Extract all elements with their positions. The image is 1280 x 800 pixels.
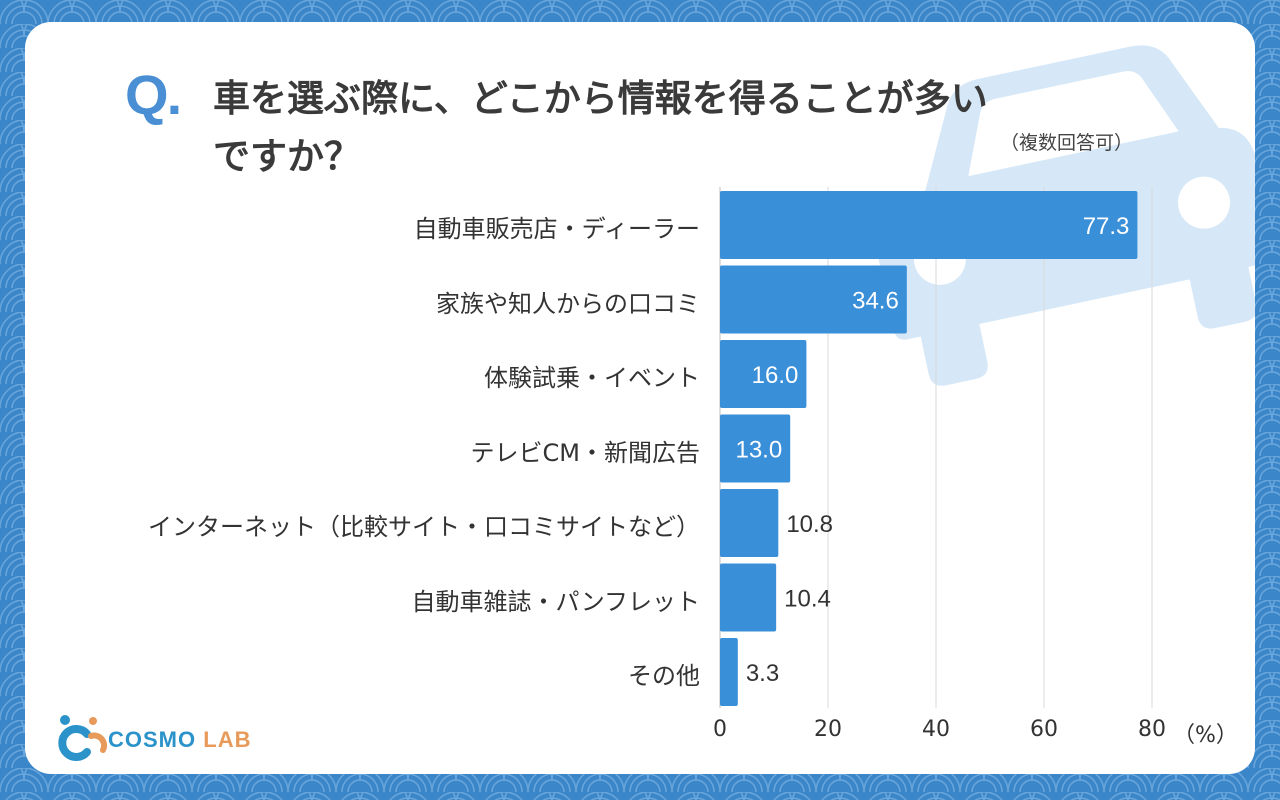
chart-card: Q. 車を選ぶ際に、どこから情報を得ることが多い ですか？ （複数回答可） 77… xyxy=(25,22,1255,774)
x-tick-label-80: 80 xyxy=(1138,717,1166,742)
question-line-1: 車を選ぶ際に、どこから情報を得ることが多い xyxy=(213,77,988,120)
category-label-5: 自動車雑誌・パンフレット xyxy=(411,587,700,616)
bar-chart: 77.3 34.6 16.0 13.0 10.8 10.4 3.3 自動車販売店・ディーラー… xyxy=(25,22,1255,774)
bar-value-label-4: 10.8 xyxy=(786,511,833,538)
bar-1 xyxy=(720,265,907,334)
category-label-6: その他 xyxy=(628,662,700,690)
x-tick-label-60: 60 xyxy=(1030,717,1058,742)
bar-value-label-5: 10.4 xyxy=(784,586,831,613)
bar-value-label-6: 3.3 xyxy=(746,660,779,687)
bar-value-label-0: 77.3 xyxy=(1083,213,1130,240)
bar-4 xyxy=(720,489,779,557)
question-mark-label: Q. xyxy=(125,63,182,126)
logo-wordmark: COSMO LAB xyxy=(108,727,252,752)
category-label-3: テレビCM・新聞広告 xyxy=(470,438,700,467)
category-label-0: 自動車販売店・ディーラー xyxy=(413,215,700,243)
bar-chart-plot: 77.3 34.6 16.0 13.0 10.8 10.4 3.3 xyxy=(719,187,1153,708)
category-label-2: 体験試乗・イベント xyxy=(484,364,700,392)
cosmo-lab-logo-icon xyxy=(58,715,108,761)
bar-2 xyxy=(720,340,807,408)
bar-5 xyxy=(720,563,777,632)
bar-6 xyxy=(720,638,738,706)
category-label-1: 家族や知人からの口コミ xyxy=(436,289,700,318)
x-tick-label-0: 0 xyxy=(713,717,727,742)
multiple-answer-note: （複数回答可） xyxy=(1000,132,1134,154)
x-tick-label-20: 20 xyxy=(814,717,842,742)
x-axis-unit: （%） xyxy=(1173,723,1238,748)
category-label-4: インターネット（比較サイト・口コミサイトなど） xyxy=(148,513,700,541)
question-title: 車を選ぶ際に、どこから情報を得ることが多い ですか？ xyxy=(213,70,1173,186)
bar-value-label-2: 16.0 xyxy=(752,362,799,389)
bar-value-label-1: 34.6 xyxy=(852,288,899,315)
x-tick-label-40: 40 xyxy=(922,717,950,742)
question-line-2: ですか？ xyxy=(213,135,361,178)
bar-3 xyxy=(720,414,791,483)
bar-0 xyxy=(720,191,1138,259)
bar-value-label-3: 13.0 xyxy=(735,437,782,464)
